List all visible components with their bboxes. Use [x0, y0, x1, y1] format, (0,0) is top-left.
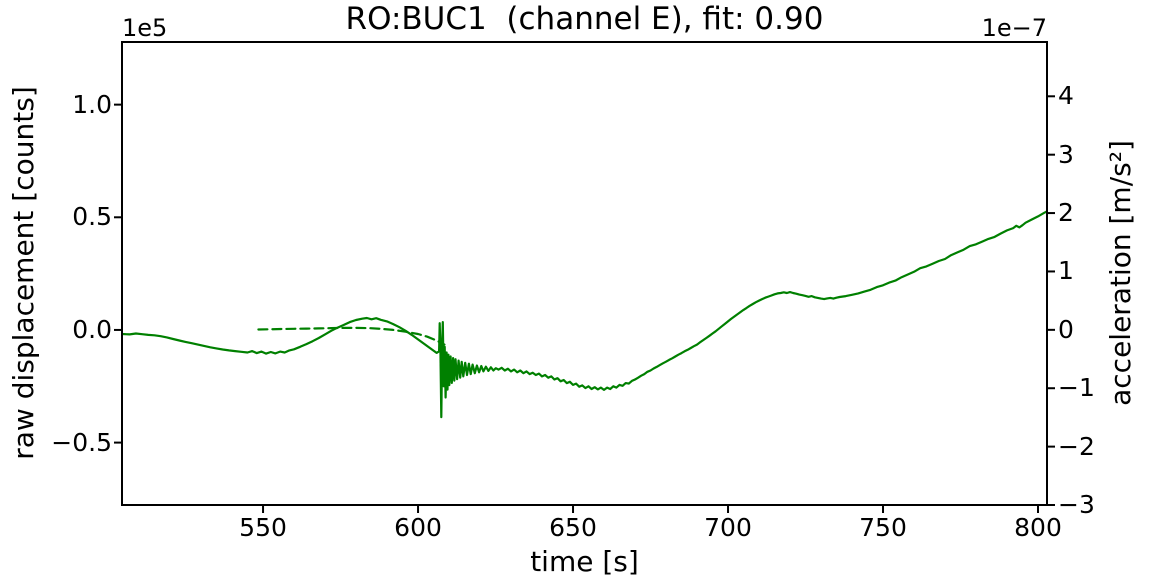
y-left-tick-label: 0.0 — [72, 314, 112, 344]
y-right-tick-label: 3 — [1058, 139, 1074, 169]
chart-title: RO:BUC1 (channel E), fit: 0.90 — [345, 1, 824, 37]
x-tick-label: 550 — [239, 513, 287, 542]
x-tick-label: 650 — [549, 513, 597, 542]
y-right-tick-label: 2 — [1058, 198, 1074, 228]
x-tick-label: 750 — [859, 513, 907, 542]
y-right-tick-label: 0 — [1058, 314, 1074, 344]
y-right-tick-label: −3 — [1058, 490, 1095, 519]
y-right-tick-label: −1 — [1058, 373, 1095, 403]
y-left-tick-label: 1.0 — [72, 89, 112, 119]
y-left-tick-label: −0.5 — [51, 427, 112, 457]
axes-spines — [121, 41, 1048, 506]
x-tick-label: 700 — [704, 513, 752, 542]
data-series-raw-displacement-line — [122, 210, 1047, 419]
y-left-tick-label: 0.5 — [72, 202, 112, 232]
y-right-axis-label: acceleration [m/s²] — [1104, 140, 1137, 406]
y-right-tick-label: 1 — [1058, 256, 1074, 286]
y-right-offset-text: 1e−7 — [981, 14, 1047, 42]
x-axis-label: time [s] — [530, 545, 639, 578]
y-right-tick-label: −2 — [1058, 431, 1095, 461]
x-tick-label: 600 — [394, 513, 442, 542]
x-tick-label: 800 — [1014, 513, 1062, 542]
data-series-fit-line — [257, 326, 446, 346]
y-right-tick-label: 4 — [1058, 81, 1074, 111]
y-left-offset-text: 1e5 — [122, 14, 168, 42]
y-left-axis-label: raw displacement [counts] — [7, 86, 40, 460]
